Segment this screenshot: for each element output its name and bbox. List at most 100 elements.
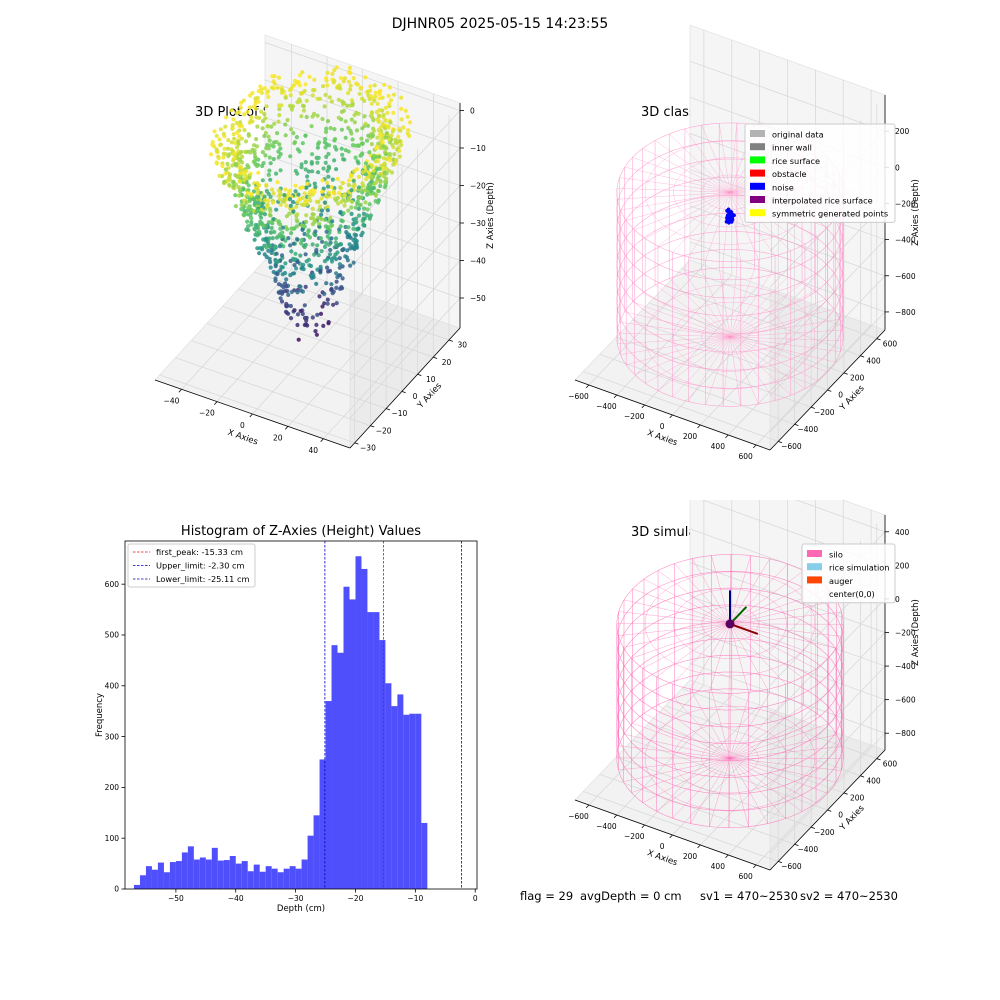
raw-scatter-point (349, 211, 354, 216)
raw-scatter-point (325, 208, 330, 213)
noise-point (727, 211, 731, 215)
histogram-bar (313, 815, 320, 889)
raw-scatter-point (223, 124, 228, 129)
raw-scatter-point (272, 121, 277, 126)
raw-scatter-point (252, 143, 257, 148)
raw-scatter-point (273, 264, 278, 269)
raw-scatter-point (268, 161, 273, 166)
histogram-bar (277, 872, 284, 889)
raw-scatter-point (270, 74, 275, 79)
raw-scatter-point (253, 96, 258, 101)
sim-silo-bottom-ring (673, 723, 787, 794)
raw-scatter-point (265, 124, 270, 129)
sim-x-tick-label: −400 (596, 822, 617, 831)
histogram-bar (169, 862, 176, 889)
classify-z-tick-label: 0 (895, 163, 900, 172)
raw-x-axis-label: X Axies (226, 428, 259, 448)
raw-scatter-point (278, 168, 283, 173)
raw-scatter-point (371, 168, 376, 173)
sim-x-tick (585, 804, 590, 809)
classify-y-tick-label: 400 (866, 356, 881, 365)
raw-scatter-point (244, 200, 249, 205)
raw-scatter-point (351, 76, 356, 81)
raw-scatter-point (357, 91, 362, 96)
raw-scatter-point (341, 247, 346, 252)
raw-scatter-point (367, 150, 372, 155)
raw-scatter-point (371, 156, 376, 161)
raw-scatter-point (377, 154, 382, 159)
raw-scatter-point (380, 95, 385, 100)
raw-scatter-point (223, 167, 228, 172)
raw-scatter-point (347, 65, 353, 70)
raw-scatter-point (310, 152, 315, 157)
raw-scatter-point (298, 253, 303, 258)
raw-scatter-point (265, 202, 270, 207)
raw-scatter-point (283, 133, 288, 138)
raw-scatter-point (373, 90, 378, 95)
histogram-bar (337, 652, 344, 889)
raw-scatter-point (337, 83, 342, 88)
raw-scatter-point (277, 142, 282, 147)
classify-legend-label: symmetric generated points (772, 209, 888, 219)
raw-scatter-point (397, 139, 402, 144)
raw-scatter-point (289, 86, 294, 91)
raw-scatter-point (378, 183, 383, 189)
raw-scatter-point (302, 231, 307, 237)
classify-y-tick-label: 600 (883, 339, 898, 348)
raw-scatter-point (353, 233, 359, 238)
raw-scatter-point (278, 146, 283, 151)
raw-scatter-point (325, 70, 330, 75)
raw-scatter-point (286, 292, 291, 297)
raw-scatter-point (322, 301, 327, 306)
raw-scatter-point (227, 183, 232, 188)
raw-scatter-point (258, 211, 264, 216)
raw-scatter-point (329, 99, 334, 104)
raw-scatter-point (346, 178, 352, 183)
raw-scatter-point (299, 114, 304, 119)
histogram-bar (349, 599, 356, 889)
raw-scatter-point (323, 145, 328, 150)
raw-scatter-point (325, 119, 331, 124)
avg-depth-text: avgDepth = 0 cm (580, 889, 682, 903)
histogram-bar (385, 683, 392, 889)
classify-legend-swatch (750, 169, 765, 177)
raw-scatter-point (373, 94, 378, 99)
panel-raw-3d: 3D Plot of Silo Interior(row data)−40−20… (154, 34, 496, 455)
raw-scatter-point (260, 126, 265, 131)
raw-scatter-point (264, 254, 269, 260)
raw-scatter-point (346, 91, 351, 96)
raw-scatter-point (349, 188, 354, 193)
raw-scatter-point (323, 129, 329, 134)
x-tick-label: −20 (348, 894, 364, 903)
raw-scatter-point (370, 115, 375, 120)
sim-x-axis-label: X Axies (646, 848, 679, 868)
raw-scatter-point (239, 202, 244, 207)
sim-y-tick (794, 843, 799, 847)
raw-scatter-point (291, 83, 297, 88)
histogram-bar (343, 586, 350, 889)
sim-z-tick-label: 0 (895, 595, 900, 604)
classify-y-tick (794, 423, 799, 427)
histogram-bar (241, 861, 248, 889)
classify-y-tick-label: −400 (798, 425, 819, 434)
raw-scatter-point (387, 158, 392, 163)
raw-scatter-point (367, 173, 372, 178)
raw-scatter-point (255, 246, 260, 251)
raw-scatter-point (307, 74, 312, 79)
histogram-bar (235, 863, 242, 889)
raw-scatter-point (270, 236, 275, 241)
raw-scatter-point (244, 194, 249, 199)
raw-scatter-point (304, 259, 309, 264)
raw-scatter-point (349, 131, 354, 136)
raw-scatter-point (269, 85, 274, 90)
raw-scatter-point (266, 146, 271, 151)
histogram-bar (289, 866, 296, 889)
raw-scatter-point (274, 251, 279, 256)
raw-scatter-point (317, 96, 323, 101)
raw-scatter-point (266, 172, 271, 177)
sv1-text: sv1 = 470~2530 (700, 889, 798, 903)
raw-y-tick-label: −20 (376, 426, 392, 435)
raw-scatter-point (246, 228, 251, 233)
raw-scatter-point (369, 142, 374, 147)
sim-silo-bottom-ring (701, 740, 759, 776)
